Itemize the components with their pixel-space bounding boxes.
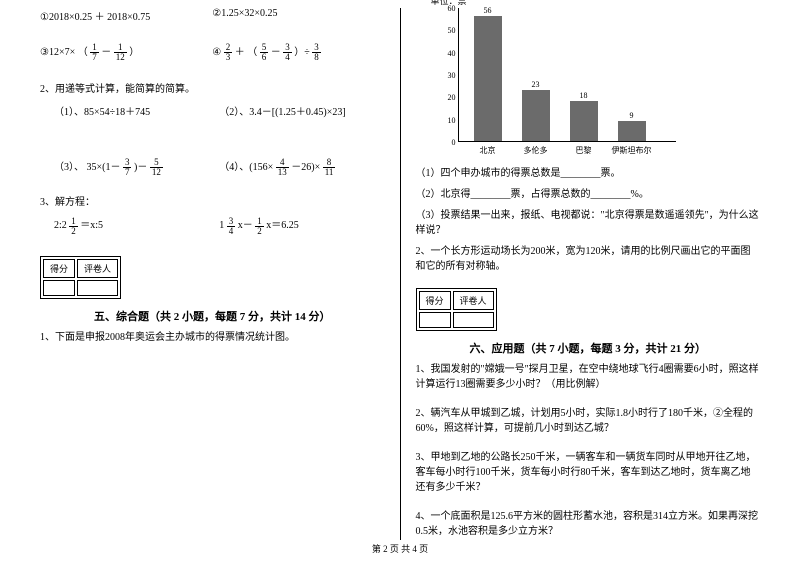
- score-table-2: 得分评卷人: [416, 288, 497, 331]
- left-column: ①2018×0.25 ＋ 2018×0.75 ②1.25×32×0.25 ③12…: [30, 8, 395, 540]
- bar-value: 56: [474, 6, 502, 15]
- score-table: 得分评卷人: [40, 256, 121, 299]
- problem-3: ③12×7× （ 17 － 112 ）: [40, 43, 212, 62]
- frac-icon: 12: [255, 217, 264, 236]
- frac-icon: 34: [227, 217, 236, 236]
- sec5-q1: 1、下面是申报2008年奥运会主办城市的得票情况统计图。: [40, 330, 385, 345]
- frac-icon: 34: [283, 43, 292, 62]
- bar-label: 巴黎: [564, 145, 604, 156]
- right-column: 单位：票 0102030405060 56北京23多伦多18巴黎9伊斯坦布尔 （…: [406, 8, 771, 540]
- q3-2: 1 34 x－ 12 x＝6.25: [219, 216, 384, 235]
- question-3: 3、解方程：: [40, 195, 385, 210]
- bar-label: 多伦多: [516, 145, 556, 156]
- frac-icon: 17: [90, 43, 99, 62]
- frac-icon: 56: [260, 43, 269, 62]
- y-tick: 10: [436, 116, 456, 125]
- y-axis: [458, 8, 459, 142]
- question-2: 2、用递等式计算，能简算的简算。: [40, 82, 385, 97]
- frac-icon: 23: [224, 43, 233, 62]
- section-6-title: 六、应用题（共 7 小题，每题 3 分，共计 21 分）: [416, 340, 761, 356]
- r2: （2）北京得________票，占得票总数的________%。: [416, 187, 761, 202]
- bar-label: 伊斯坦布尔: [612, 145, 652, 156]
- score-label: 得分: [419, 291, 451, 310]
- y-tick: 20: [436, 93, 456, 102]
- r1: （1）四个申办城市的得票总数是________票。: [416, 166, 761, 181]
- frac-icon: 12: [69, 217, 78, 236]
- p3-pre: ③12×7× （: [40, 47, 88, 58]
- y-tick: 30: [436, 71, 456, 80]
- chart-bar: [570, 101, 598, 141]
- y-tick: 40: [436, 49, 456, 58]
- q2-1: （1）、85×54÷18＋745: [54, 103, 219, 118]
- chart-bar: [474, 16, 502, 141]
- problem-1a: ①2018×0.25 ＋ 2018×0.75: [40, 8, 212, 23]
- frac-icon: 811: [323, 158, 336, 177]
- frac-icon: 38: [312, 43, 321, 62]
- y-tick: 50: [436, 26, 456, 35]
- r-q1: 1、我国发射的"嫦娥一号"探月卫星，在空中绕地球飞行4圈需要6小时，照这样计算运…: [416, 362, 761, 392]
- y-tick: 60: [436, 4, 456, 13]
- problem-1b: ②1.25×32×0.25: [212, 8, 384, 23]
- section-5-title: 五、综合题（共 2 小题，每题 7 分，共计 14 分）: [40, 308, 385, 324]
- page-footer: 第 2 页 共 4 页: [0, 540, 800, 555]
- r-q2: 2、辆汽车从甲城到乙城，计划用5小时，实际1.8小时行了180千米，②全程的60…: [416, 406, 761, 436]
- r3: （3）投票结果一出来，报纸、电视都说："北京得票是数遥遥领先"，为什么这样说？: [416, 208, 761, 238]
- score-label: 得分: [43, 259, 75, 278]
- frac-icon: 112: [114, 43, 127, 62]
- q2-3: （3）、 35×(1－ 37 )－ 512: [54, 158, 219, 177]
- bar-value: 23: [522, 80, 550, 89]
- grader-label: 评卷人: [77, 259, 118, 278]
- q2-2: （2）、3.4－[(1.25＋0.45)×23]: [219, 103, 384, 118]
- grader-label: 评卷人: [453, 291, 494, 310]
- bar-value: 18: [570, 91, 598, 100]
- x-axis: [458, 141, 676, 142]
- problem-4: ④ 23 ＋ （ 56 － 34 ）÷ 38: [212, 43, 384, 62]
- q3-1: 2:2 12 ＝x:5: [54, 216, 219, 235]
- bar-value: 9: [618, 111, 646, 120]
- q2-4: （4）、(156× 413 －26)× 811: [219, 158, 384, 177]
- chart-bar: [618, 121, 646, 141]
- r-q4: 4、一个底面积是125.6平方米的圆柱形蓄水池，容积是314立方米。如果再深挖0…: [416, 509, 761, 539]
- frac-icon: 413: [276, 158, 289, 177]
- column-divider: [400, 8, 401, 540]
- r4: 2、一个长方形运动场长为200米，宽为120米，请用的比例尺画出它的平面图和它的…: [416, 244, 761, 274]
- r-q3: 3、甲地到乙地的公路长250千米，一辆客车和一辆货车同时从甲地开往乙地，客车每小…: [416, 450, 761, 495]
- bar-label: 北京: [468, 145, 508, 156]
- chart-bar: [522, 90, 550, 141]
- y-tick: 0: [436, 138, 456, 147]
- frac-icon: 512: [150, 158, 163, 177]
- vote-bar-chart: 单位：票 0102030405060 56北京23多伦多18巴黎9伊斯坦布尔: [436, 8, 676, 158]
- frac-icon: 37: [123, 158, 132, 177]
